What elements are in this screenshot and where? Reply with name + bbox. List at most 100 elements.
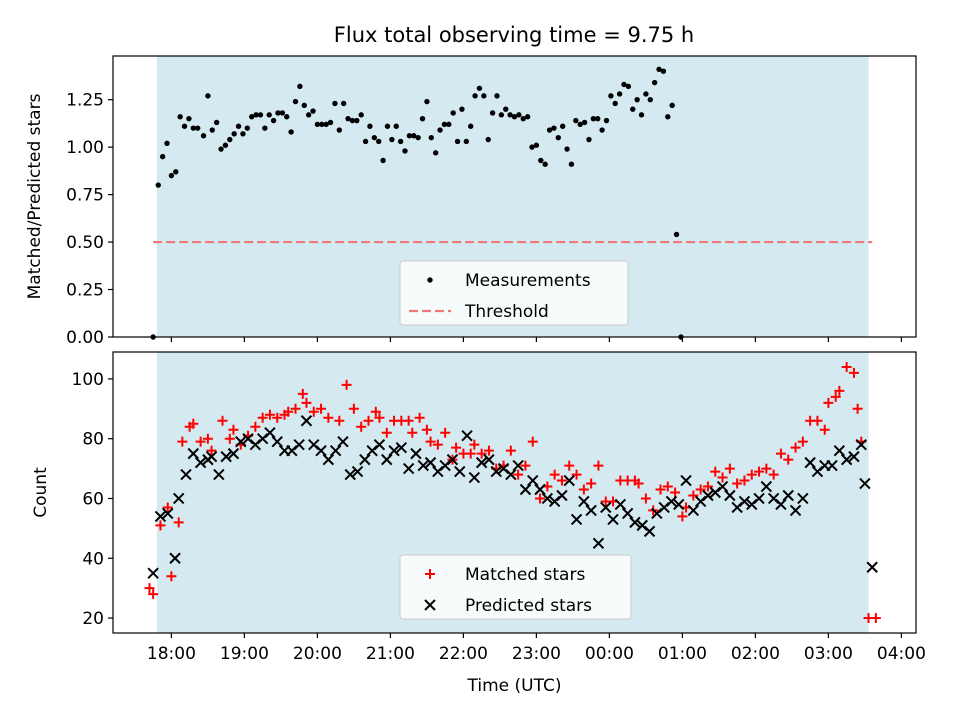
data-point — [647, 96, 653, 103]
data-point — [823, 397, 834, 408]
data-point — [293, 438, 305, 451]
data-point — [687, 504, 700, 517]
data-point — [603, 117, 610, 124]
data-point — [483, 453, 495, 466]
data-point — [432, 439, 443, 450]
data-point — [804, 456, 816, 469]
data-point — [840, 453, 853, 466]
data-point — [454, 465, 466, 478]
data-point — [454, 138, 461, 145]
data-point — [489, 110, 496, 116]
data-point — [340, 100, 347, 107]
data-point — [172, 492, 185, 505]
data-point — [783, 454, 794, 465]
data-point — [351, 465, 364, 478]
data-point — [621, 507, 634, 520]
y-tick-label: 100 — [72, 370, 104, 390]
data-point — [354, 117, 360, 124]
data-point — [625, 83, 632, 90]
data-point — [257, 112, 264, 118]
data-point — [633, 478, 644, 489]
data-point — [753, 492, 765, 505]
data-point — [592, 537, 605, 550]
data-point — [564, 460, 575, 471]
data-point — [660, 68, 667, 74]
data-point — [323, 121, 329, 128]
data-point — [344, 468, 356, 481]
data-point — [677, 511, 688, 522]
y-tick-label: 20 — [82, 609, 104, 629]
y-tick-label: 1.00 — [66, 138, 104, 158]
data-point — [327, 119, 334, 126]
data-point — [200, 133, 207, 139]
data-point — [253, 112, 259, 118]
data-point — [403, 415, 414, 426]
data-point — [370, 406, 381, 417]
data-point — [180, 468, 192, 481]
data-point — [177, 114, 183, 120]
data-point — [373, 438, 386, 451]
data-point — [673, 231, 680, 238]
data-point — [428, 134, 434, 141]
data-point — [271, 435, 283, 448]
data-point — [505, 468, 517, 481]
data-point — [665, 495, 678, 508]
data-point — [640, 493, 651, 504]
data-point — [595, 115, 601, 122]
data-point — [323, 412, 334, 423]
data-point — [421, 424, 432, 435]
data-point — [573, 117, 579, 124]
data-point — [235, 435, 247, 448]
data-point — [616, 91, 623, 97]
data-point — [761, 463, 772, 474]
data-point — [797, 492, 809, 505]
data-point — [819, 424, 830, 435]
y-tick-label: 1.25 — [66, 91, 104, 111]
data-point — [593, 460, 604, 471]
data-point — [381, 453, 393, 466]
data-point — [441, 121, 448, 128]
y-tick-label: 0.25 — [66, 281, 104, 301]
legend-label: Measurements — [465, 271, 591, 291]
data-point — [519, 483, 532, 496]
data-point — [166, 571, 177, 582]
data-point — [407, 427, 418, 438]
data-point — [147, 567, 159, 579]
y-tick-label: 0.75 — [66, 186, 104, 206]
data-point — [169, 552, 181, 564]
data-point — [218, 146, 224, 152]
data-point — [450, 110, 456, 116]
data-point — [568, 161, 575, 167]
legend-box — [399, 260, 629, 326]
data-point — [534, 483, 546, 496]
data-point — [503, 106, 509, 112]
data-point — [209, 127, 215, 133]
x-tick-label: 20:00 — [293, 644, 342, 664]
data-point — [275, 110, 281, 116]
data-point — [279, 110, 286, 116]
data-point — [228, 424, 239, 435]
x-tick-label: 23:00 — [512, 644, 561, 664]
data-point — [789, 504, 802, 517]
data-point — [559, 123, 566, 129]
data-point — [202, 433, 213, 444]
data-point — [634, 96, 640, 103]
data-point — [600, 501, 612, 514]
data-point — [389, 136, 395, 143]
bottom-plot-area: 20 40 60 80 100 18:00 19:00 20:00 21:00 22:00 23:0… — [31, 351, 926, 696]
y-tick-label: 80 — [82, 430, 104, 450]
data-point — [476, 85, 483, 91]
data-point — [159, 153, 166, 160]
data-point — [578, 484, 589, 495]
plot-frame — [112, 351, 917, 634]
data-point — [556, 489, 568, 502]
data-point — [826, 459, 838, 472]
data-point — [329, 444, 342, 457]
series-measurements — [150, 66, 684, 340]
data-point — [356, 421, 367, 432]
data-point — [432, 150, 439, 156]
data-point — [614, 498, 627, 511]
data-point — [859, 477, 871, 490]
data-point — [563, 474, 575, 487]
data-point — [629, 516, 641, 529]
